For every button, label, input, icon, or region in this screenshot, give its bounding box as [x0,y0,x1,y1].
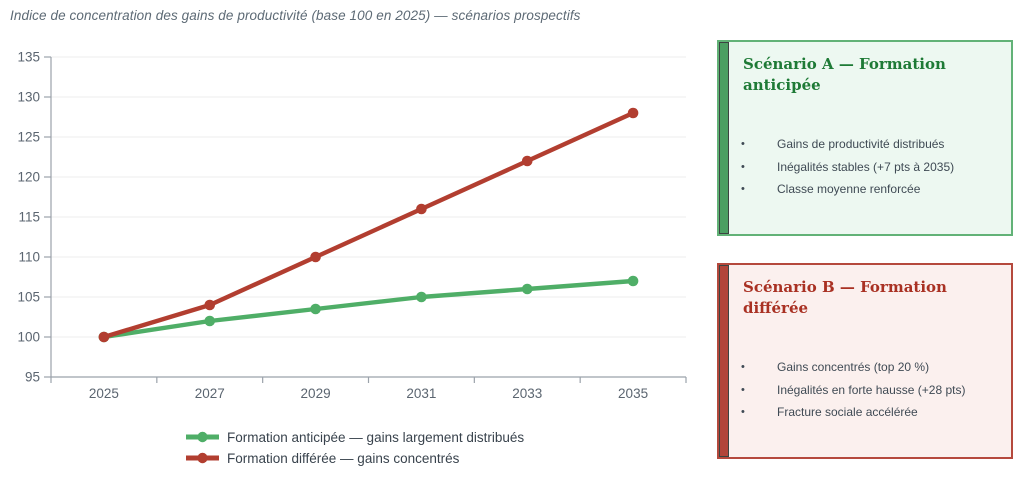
bullet-text: Gains concentrés (top 20 %) [777,360,930,374]
panel-accent-bar [719,265,729,457]
scenario-a-panel: Scénario A — Formation anticipée • Gains… [717,40,1013,236]
svg-text:2033: 2033 [512,386,542,401]
bullet-item: • Fracture sociale accélérée [741,405,1003,420]
series-formation-anticipee [98,275,639,343]
data-point [310,303,321,315]
svg-text:130: 130 [17,90,40,105]
svg-text:Formation anticipée — gains la: Formation anticipée — gains largement di… [227,430,524,445]
axes [44,56,687,383]
bullet-text: Gains de productivité distribués [777,137,945,151]
data-point [521,155,533,167]
legend-marker-icon [197,431,208,443]
svg-text:2029: 2029 [301,386,331,401]
panel-bullet-list: • Gains de productivité distribués • Iné… [741,137,1003,206]
svg-text:100: 100 [17,330,40,345]
scenario-b-panel: Scénario B — Formation différée • Gains … [717,263,1013,459]
bullet-text: Fracture sociale accélérée [777,405,918,419]
chart-title: Indice de concentration des gains de pro… [10,8,581,23]
svg-text:2035: 2035 [618,386,648,401]
bullet-item: • Inégalités stables (+7 pts à 2035) [741,159,1003,175]
data-point [416,291,427,303]
data-point [627,275,639,287]
svg-text:125: 125 [17,130,40,145]
legend-item: Formation anticipée — gains largement di… [186,430,524,445]
panel-title: Scénario A — Formation anticipée [743,55,946,94]
data-point [204,315,216,327]
svg-text:2031: 2031 [406,386,436,401]
bullet-text: Inégalités stables (+7 pts à 2035) [777,159,955,174]
legend: Formation anticipée — gains largement di… [186,430,524,466]
bullet-icon: • [741,160,745,173]
data-point [310,251,321,263]
bullet-item: • Classe moyenne renforcée [741,182,1003,197]
series-formation-differee [98,107,639,343]
svg-text:105: 105 [17,290,40,305]
data-point [521,283,533,295]
x-axis-labels: 2025 2027 2029 2031 2033 2035 [89,386,648,401]
bullet-text: Classe moyenne renforcée [777,182,921,196]
panel-title: Scénario B — Formation différée [743,278,947,317]
data-point [416,203,427,215]
svg-text:120: 120 [17,170,40,185]
svg-text:Formation différée — gains con: Formation différée — gains concentrés [227,451,460,466]
svg-text:115: 115 [18,210,40,225]
bullet-item: • Gains concentrés (top 20 %) [741,360,1003,375]
svg-text:95: 95 [25,370,40,385]
data-point [98,331,110,343]
data-point [627,107,639,119]
legend-item: Formation différée — gains concentrés [186,451,460,466]
bullet-icon: • [741,383,745,396]
bullet-text: Inégalités en forte hausse (+28 pts) [777,382,966,397]
bullet-icon: • [741,138,745,150]
bullet-item: • Inégalités en forte hausse (+28 pts) [741,382,1003,398]
svg-text:135: 135 [17,50,40,65]
gridlines [51,56,686,338]
svg-text:2027: 2027 [195,386,225,401]
bullet-icon: • [741,183,745,195]
svg-text:110: 110 [18,250,40,265]
y-axis-labels: 95 100 105 110 115 120 125 130 135 [17,50,40,385]
panel-accent-bar [719,42,729,234]
panel-bullet-list: • Gains concentrés (top 20 %) • Inégalit… [741,360,1003,429]
data-point [204,299,216,311]
svg-text:2025: 2025 [89,386,119,401]
bullet-icon: • [741,361,745,373]
legend-marker-icon [197,452,208,464]
bullet-item: • Gains de productivité distribués [741,137,1003,152]
bullet-icon: • [741,406,745,418]
